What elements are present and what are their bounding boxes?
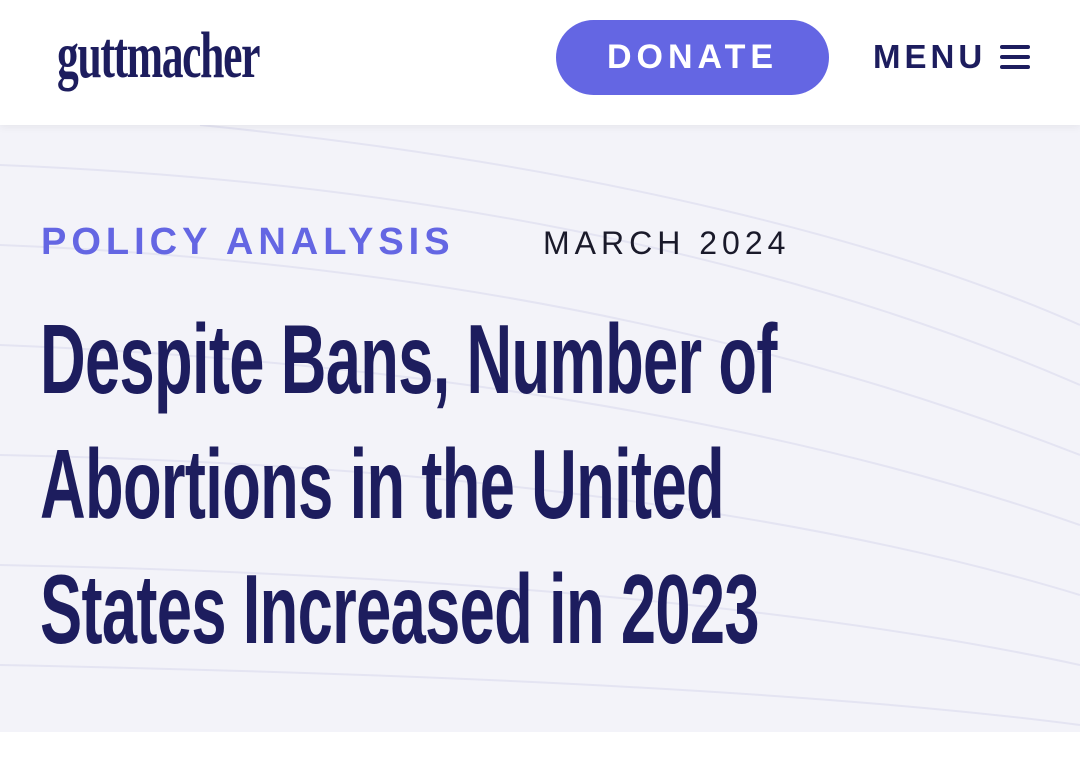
- menu-label[interactable]: MENU: [873, 38, 987, 75]
- article-title: Despite Bans, Number of Abortions in the …: [40, 297, 943, 672]
- title-line: Abortions in the United: [40, 429, 725, 539]
- logo[interactable]: guttmacher: [57, 19, 260, 92]
- title-line: States Increased in 2023: [40, 554, 760, 664]
- category-label[interactable]: POLICY ANALYSIS: [41, 221, 455, 263]
- hero: POLICY ANALYSIS MARCH 2024 Despite Bans,…: [0, 125, 1080, 732]
- menu-button[interactable]: MENU: [873, 34, 1032, 80]
- donate-label[interactable]: DONATE: [606, 38, 779, 76]
- title-line: Despite Bans, Number of: [40, 304, 777, 414]
- hero-background: [0, 125, 1080, 726]
- site-header: guttmacher DONATE MENU: [0, 0, 1080, 125]
- publish-date: MARCH 2024: [543, 225, 791, 261]
- donate-button[interactable]: DONATE: [556, 20, 829, 95]
- menu-icon[interactable]: [1000, 44, 1032, 70]
